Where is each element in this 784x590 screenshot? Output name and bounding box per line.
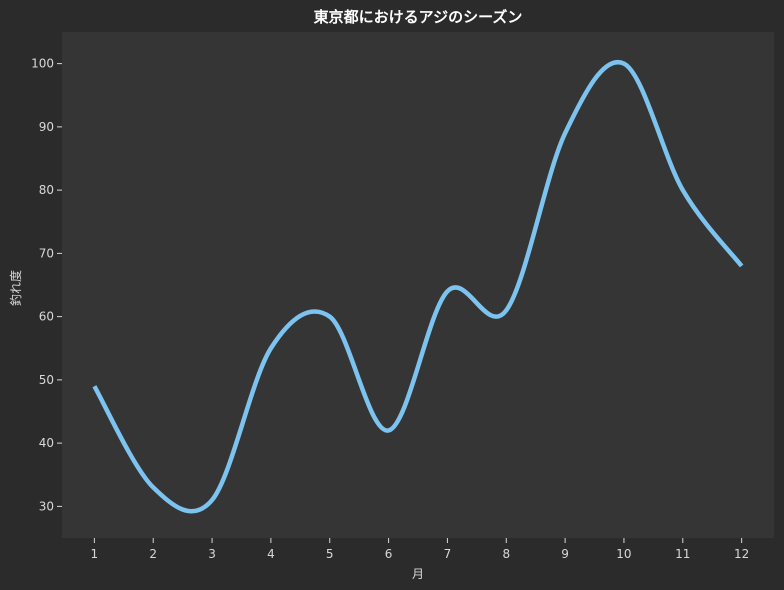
x-tick-label: 5 [326,547,334,561]
x-tick-label: 2 [149,547,157,561]
x-tick-label: 12 [734,547,749,561]
x-tick-label: 3 [208,547,216,561]
y-axis-ticks: 30 40 50 60 70 80 90 100 [31,57,62,513]
y-tick-label: 60 [39,310,54,324]
y-tick-label: 30 [39,499,54,513]
y-axis-label: 釣れ度 [8,270,23,306]
y-tick-label: 70 [39,246,54,260]
x-tick-label: 9 [561,547,569,561]
chart-title: 東京都におけるアジのシーズン [314,8,523,26]
y-tick-label: 50 [39,373,54,387]
x-tick-label: 7 [444,547,452,561]
x-axis-label: 月 [412,567,424,581]
series-line [92,59,744,514]
x-tick-label: 1 [91,547,99,561]
y-tick-label: 40 [39,436,54,450]
x-tick-label: 6 [385,547,393,561]
y-tick-label: 80 [39,183,54,197]
y-tick-label: 100 [31,57,54,71]
x-tick-label: 8 [502,547,510,561]
x-tick-label: 4 [267,547,275,561]
x-axis-ticks: 1 2 3 4 5 6 7 8 9 10 11 12 [91,538,749,561]
x-tick-label: 10 [616,547,631,561]
plot-area [62,32,774,538]
x-tick-label: 11 [675,547,690,561]
y-tick-label: 90 [39,120,54,134]
